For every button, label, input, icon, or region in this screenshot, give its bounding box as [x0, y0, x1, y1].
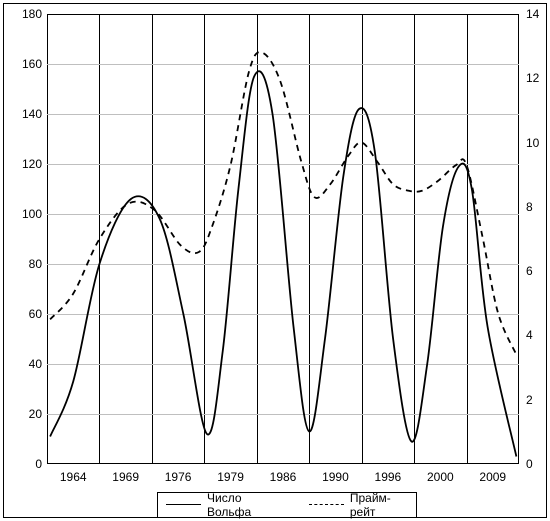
legend-swatch-dashed — [309, 498, 344, 512]
legend-item-prime: Прайм-рейт — [309, 491, 408, 519]
legend-item-wolf: Число Вольфа — [166, 491, 279, 519]
y-right-tick-label: 4 — [526, 328, 550, 342]
x-tick-label: 1990 — [322, 470, 349, 484]
x-tick-label: 1976 — [165, 470, 192, 484]
x-tick-label: 1986 — [270, 470, 297, 484]
series-svg — [47, 14, 519, 464]
legend-label: Число Вольфа — [207, 491, 279, 519]
x-tick-label: 1964 — [60, 470, 87, 484]
y-right-tick-label: 8 — [526, 200, 550, 214]
y-left-tick-label: 160 — [12, 57, 42, 71]
y-left-tick-label: 180 — [12, 7, 42, 21]
x-tick-label: 2009 — [479, 470, 506, 484]
y-right-tick-label: 14 — [526, 7, 550, 21]
y-right-tick-label: 10 — [526, 136, 550, 150]
y-right-tick-label: 2 — [526, 393, 550, 407]
y-left-tick-label: 20 — [12, 407, 42, 421]
x-tick-label: 1996 — [375, 470, 402, 484]
plot-area — [47, 14, 519, 464]
legend: Число Вольфа Прайм-рейт — [157, 492, 417, 518]
y-right-tick-label: 12 — [526, 71, 550, 85]
y-left-tick-label: 60 — [12, 307, 42, 321]
x-tick-label: 2000 — [427, 470, 454, 484]
y-left-tick-label: 120 — [12, 157, 42, 171]
legend-label: Прайм-рейт — [350, 491, 408, 519]
y-left-tick-label: 80 — [12, 257, 42, 271]
y-left-tick-label: 100 — [12, 207, 42, 221]
x-tick-label: 1969 — [112, 470, 139, 484]
x-tick-label: 1979 — [217, 470, 244, 484]
series-wolf — [50, 71, 516, 456]
y-right-tick-label: 0 — [526, 457, 550, 471]
chart-frame: Число Вольфа Прайм-рейт 0204060801001201… — [3, 3, 547, 518]
y-left-tick-label: 0 — [12, 457, 42, 471]
y-left-tick-label: 40 — [12, 357, 42, 371]
y-left-tick-label: 140 — [12, 107, 42, 121]
y-right-tick-label: 6 — [526, 264, 550, 278]
legend-swatch-solid — [166, 498, 201, 512]
